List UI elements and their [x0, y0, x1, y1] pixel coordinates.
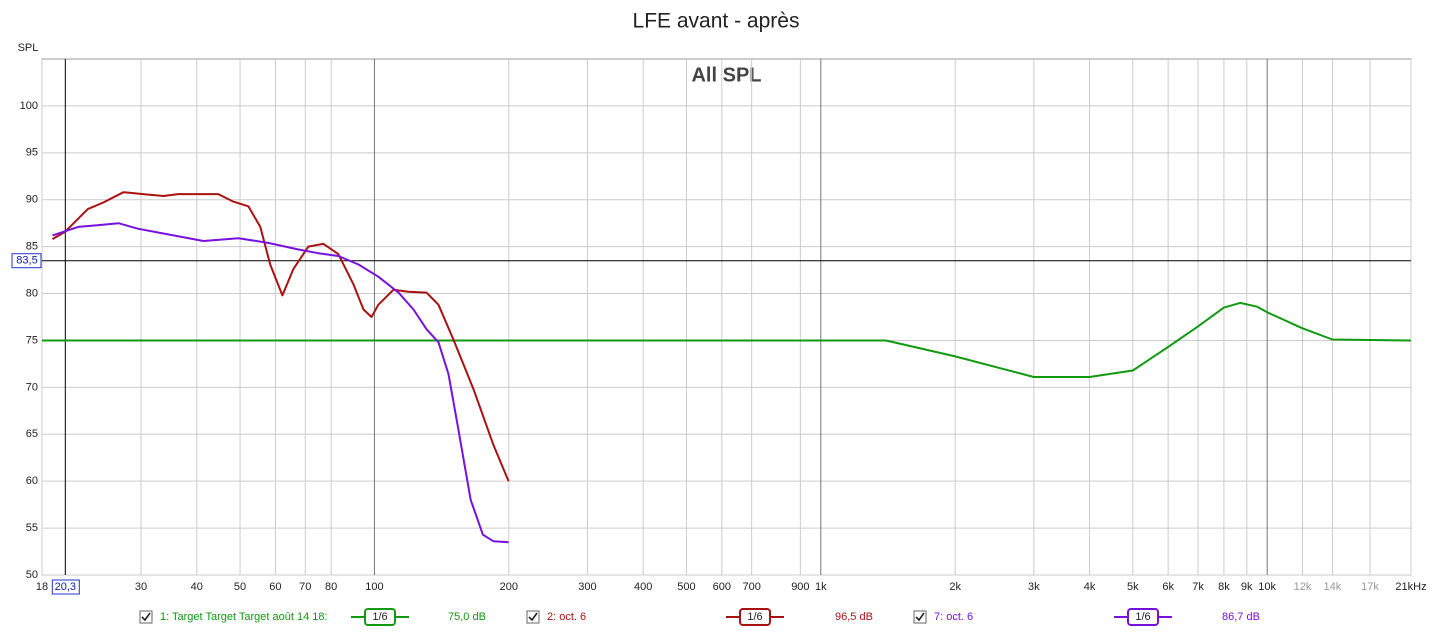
- x-tick-label: 70: [299, 581, 311, 593]
- y-tick-label: 55: [26, 522, 38, 534]
- y-tick-label: 100: [20, 100, 38, 112]
- checkmark: [141, 612, 151, 622]
- smoothing-label: 1/6: [372, 611, 387, 623]
- checkbox[interactable]: [913, 610, 927, 624]
- x-tick-label: 12k: [1294, 581, 1312, 593]
- x-tick-label: 17k: [1361, 581, 1379, 593]
- x-tick-label: 21kHz: [1395, 581, 1426, 593]
- cursor-box: [51, 579, 80, 595]
- x-tick-label: 8k: [1218, 581, 1230, 593]
- x-tick-label: 10k: [1258, 581, 1276, 593]
- x-tick-label: 6k: [1162, 581, 1174, 593]
- x-tick-label: 7k: [1192, 581, 1204, 593]
- x-tick-label: 5k: [1127, 581, 1139, 593]
- y-tick-label: 90: [26, 194, 38, 206]
- y-tick-label: 85: [26, 241, 38, 253]
- x-tick-label: 700: [742, 581, 760, 593]
- y-tick-label: 65: [26, 428, 38, 440]
- series-line: [42, 301, 1412, 378]
- legend-label: 7: oct. 6: [934, 611, 973, 623]
- level-label: 75,0 dB: [448, 611, 486, 623]
- x-tick-label: 50: [234, 581, 246, 593]
- x-tick-label: 500: [677, 581, 695, 593]
- smoothing-box[interactable]: [1127, 608, 1159, 626]
- x-tick-label: 3k: [1028, 581, 1040, 593]
- y-tick-label: 60: [26, 475, 38, 487]
- x-tick-label: 400: [634, 581, 652, 593]
- level-label: 96,5 dB: [835, 611, 873, 623]
- legend-label: 2: oct. 6: [547, 611, 586, 623]
- y-tick-label: 70: [26, 381, 38, 393]
- x-tick-label: 900: [791, 581, 809, 593]
- plot-area: [41, 58, 1412, 576]
- cursor-box: [11, 253, 42, 269]
- y-tick-label: 75: [26, 334, 38, 346]
- checkbox[interactable]: [526, 610, 540, 624]
- smoothing-label: 1/6: [1135, 611, 1150, 623]
- x-tick-label: 60: [269, 581, 281, 593]
- smoothing-box[interactable]: [739, 608, 771, 626]
- y-axis-label: SPL: [18, 42, 39, 54]
- x-tick-label: 600: [713, 581, 731, 593]
- x-tick-label: 100: [365, 581, 383, 593]
- x-tick-label: 9k: [1241, 581, 1253, 593]
- legend-label: 1: Target Target Target août 14 18:: [160, 611, 328, 623]
- checkmark: [915, 612, 925, 622]
- x-tick-label: 200: [500, 581, 518, 593]
- x-tick-label: 4k: [1084, 581, 1096, 593]
- subtitle: All SPL: [691, 64, 761, 86]
- y-tick-label: 50: [26, 569, 38, 581]
- smoothing-box[interactable]: [364, 608, 396, 626]
- cursor-label: 83,5: [16, 255, 37, 267]
- x-tick-label: 18: [36, 581, 48, 593]
- x-tick-label: 80: [325, 581, 337, 593]
- checkbox[interactable]: [139, 610, 153, 624]
- series-line: [51, 191, 510, 482]
- y-tick-label: 80: [26, 287, 38, 299]
- x-tick-label: 40: [191, 581, 203, 593]
- series-line: [52, 222, 509, 544]
- cursor-label: 20,3: [55, 581, 76, 593]
- y-tick-label: 95: [26, 147, 38, 159]
- x-tick-label: 2k: [949, 581, 961, 593]
- x-tick-label: 1k: [815, 581, 827, 593]
- smoothing-label: 1/6: [747, 611, 762, 623]
- chart-title: LFE avant - après: [633, 10, 800, 33]
- x-tick-label: 30: [135, 581, 147, 593]
- x-tick-label: 14k: [1324, 581, 1342, 593]
- checkmark: [528, 612, 538, 622]
- level-label: 86,7 dB: [1222, 611, 1260, 623]
- x-tick-label: 300: [578, 581, 596, 593]
